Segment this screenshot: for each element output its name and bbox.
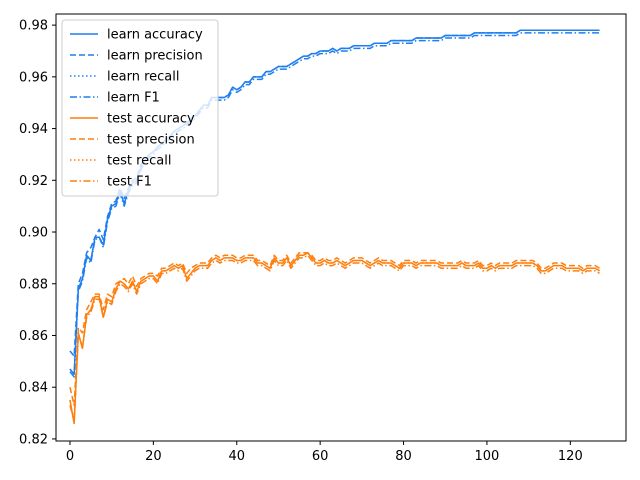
series-line-test-precision [69,251,600,407]
legend-label: test precision [107,133,195,148]
y-tick-label: 0.94 [19,122,48,137]
y-tick-label: 0.98 [19,19,48,34]
legend-label: test recall [107,154,172,169]
x-tick-label: 80 [395,449,412,464]
x-tick-label: 40 [228,449,245,464]
x-axis: 0 20 40 60 80 100 120 [66,441,583,464]
legend-label: learn recall [107,70,179,85]
y-axis: 0.82 0.84 0.86 0.88 0.90 0.92 0.94 0.96 0.98 [19,19,56,447]
x-tick-label: 20 [145,449,162,464]
x-tick-label: 60 [312,449,329,464]
y-tick-label: 0.96 [19,70,48,85]
x-tick-label: 120 [558,449,583,464]
series-line-test-recall [69,251,600,425]
y-tick-label: 0.82 [19,432,48,447]
legend-box [61,19,219,197]
y-tick-label: 0.90 [19,226,48,241]
y-tick-label: 0.88 [19,277,48,292]
legend: learn accuracy learn precision learn recal… [61,19,219,197]
legend-label: learn accuracy [107,28,203,43]
series-line-test-f1 [69,254,600,422]
legend-label: learn F1 [107,91,160,106]
x-tick-label: 100 [475,449,500,464]
plot-frame [55,13,627,442]
legend-label: test accuracy [107,112,195,127]
x-tick-label: 0 [66,449,74,464]
y-tick-label: 0.86 [19,329,48,344]
legend-label: test F1 [107,175,152,190]
y-tick-label: 0.92 [19,174,48,189]
y-tick-label: 0.84 [19,381,48,396]
legend-label: learn precision [107,49,203,64]
